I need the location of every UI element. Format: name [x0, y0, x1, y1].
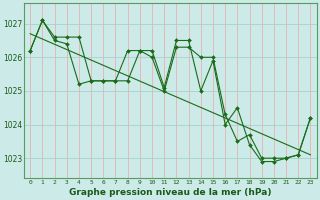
- X-axis label: Graphe pression niveau de la mer (hPa): Graphe pression niveau de la mer (hPa): [69, 188, 272, 197]
